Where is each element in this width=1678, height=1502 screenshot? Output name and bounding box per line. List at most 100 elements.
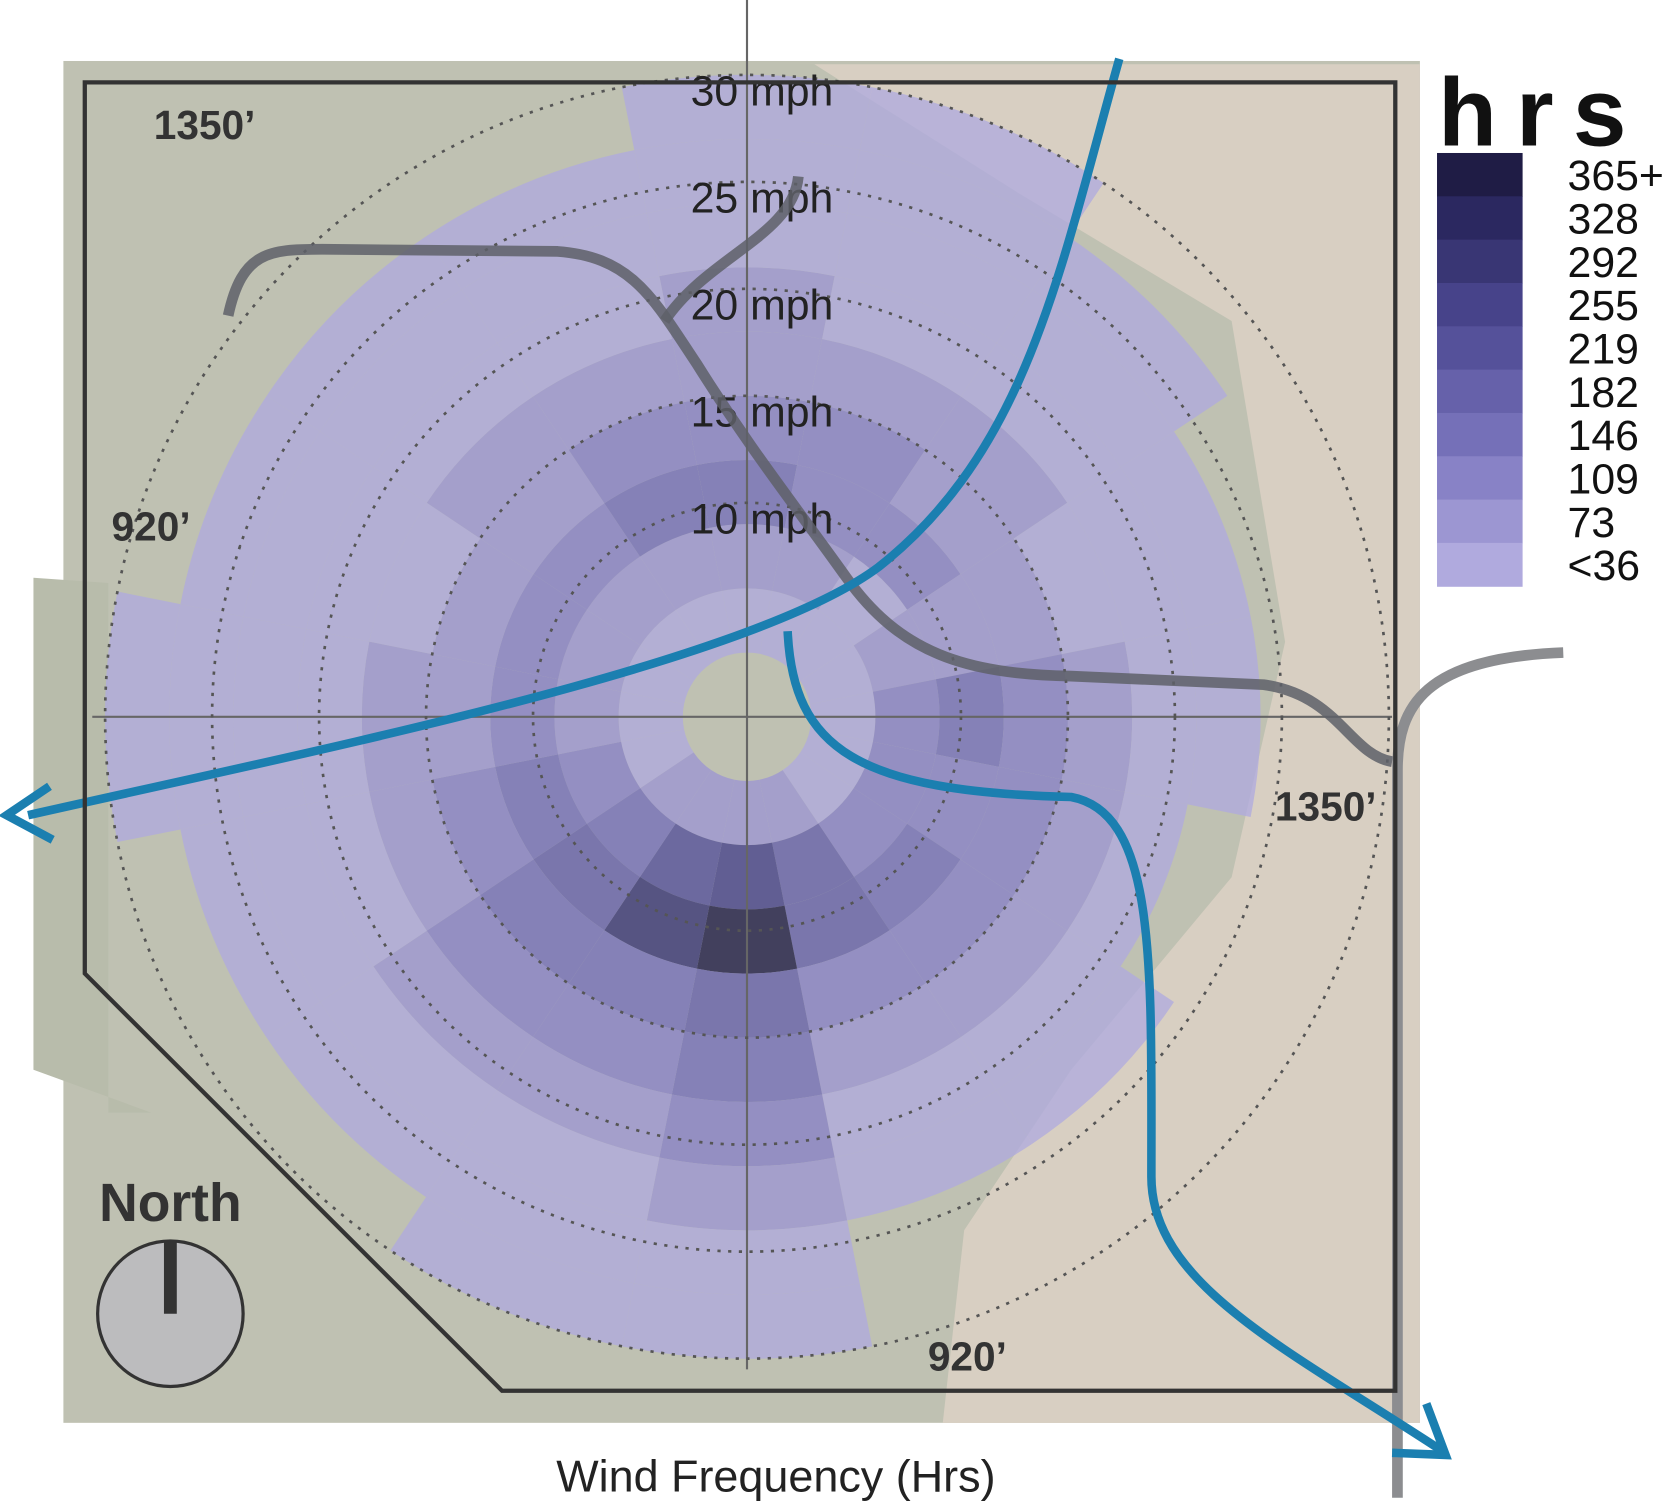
wedge	[809, 983, 961, 1095]
wedge	[847, 150, 1068, 290]
legend-swatch	[1437, 196, 1523, 241]
map-overlay	[0, 57, 1564, 1498]
wedge	[495, 574, 587, 680]
wedge	[558, 741, 641, 824]
r-tick-label: 20 mph	[691, 281, 834, 329]
legend-label: 73	[1568, 499, 1616, 547]
legend-title: hrs	[1438, 59, 1646, 166]
wedge	[568, 401, 697, 504]
wedge	[640, 527, 722, 611]
wedge	[306, 791, 427, 967]
legend-swatch	[1437, 326, 1523, 371]
wedge	[782, 752, 854, 824]
wedge	[772, 527, 854, 611]
wedge	[853, 823, 961, 931]
wedge	[996, 966, 1174, 1144]
wedge	[320, 966, 498, 1144]
r-tick-label: 25 mph	[691, 174, 834, 222]
wedge	[889, 859, 1014, 984]
wedge	[889, 449, 1014, 575]
wedge	[960, 343, 1121, 503]
wedge	[320, 289, 498, 468]
r-tick-label: 30 mph	[691, 67, 834, 115]
legend-label: 146	[1568, 412, 1639, 460]
legend-label: <36	[1568, 542, 1641, 590]
legend-label: 219	[1568, 326, 1639, 374]
wedge	[604, 876, 710, 969]
wedge	[853, 741, 936, 824]
x-axis-label: Wind Frequency (Hrs)	[556, 1450, 995, 1501]
legend-label: 365+	[1568, 152, 1664, 200]
wedge	[426, 895, 569, 1037]
legend-swatch	[1437, 542, 1523, 587]
wedge	[461, 213, 660, 344]
wedge	[568, 930, 697, 1032]
wedge	[480, 449, 605, 575]
wedge	[533, 823, 641, 931]
legend-swatch	[1437, 456, 1523, 501]
wedge	[533, 983, 685, 1095]
wedge	[432, 538, 534, 667]
wedge	[432, 766, 534, 896]
wedge	[859, 87, 1104, 237]
wedge	[822, 276, 997, 397]
distance-label: 1350’	[154, 102, 256, 148]
wedge	[822, 1036, 997, 1158]
wedge	[533, 339, 685, 450]
wedge	[925, 895, 1068, 1037]
wedge	[604, 464, 710, 557]
legend-label: 182	[1568, 369, 1639, 417]
wedge	[461, 1090, 660, 1221]
wedge	[640, 823, 722, 906]
wedge	[853, 609, 936, 692]
wedge	[834, 1090, 1033, 1221]
wedge	[426, 396, 569, 539]
grid-ring	[317, 287, 1177, 1147]
wedge	[266, 236, 462, 432]
wedge	[759, 770, 819, 843]
wedge	[180, 816, 321, 1038]
legend-swatch	[1437, 282, 1523, 327]
wedge	[243, 804, 374, 1003]
wedge	[818, 788, 908, 877]
wedge	[834, 213, 1033, 344]
wedge	[180, 395, 321, 617]
map-labels: 1350’ 920’ 1350’ 920’	[112, 102, 1377, 1379]
distance-label: 920’	[112, 503, 191, 549]
wedge	[369, 502, 481, 655]
grid-ring	[424, 394, 1070, 1040]
wedge	[640, 752, 712, 824]
wedge	[533, 503, 641, 610]
legend-label: 328	[1568, 196, 1639, 244]
legend-label: 255	[1568, 282, 1639, 330]
wedge	[797, 401, 926, 504]
wedge	[772, 823, 854, 906]
legend-swatch	[1437, 412, 1523, 457]
wedge	[243, 431, 374, 630]
wedge	[853, 503, 961, 610]
wedge	[621, 645, 694, 705]
wedge	[797, 930, 926, 1032]
wedge	[784, 876, 890, 969]
wedge	[495, 754, 587, 860]
wedge	[800, 645, 873, 705]
north-indicator: North	[96, 1174, 245, 1389]
wedge	[640, 610, 712, 682]
wedge	[390, 1197, 635, 1347]
wedge	[373, 930, 534, 1091]
legend-swatch	[1437, 369, 1523, 414]
wedge	[800, 729, 873, 789]
legend-label: 292	[1568, 239, 1639, 287]
wedge	[1120, 431, 1251, 630]
wedge	[586, 788, 676, 877]
wedge	[675, 770, 735, 843]
wedge	[621, 729, 694, 789]
wedge	[925, 396, 1068, 539]
legend-swatch	[1437, 152, 1523, 197]
wedge	[960, 538, 1062, 667]
grid-ring	[531, 501, 963, 933]
wedge	[266, 1002, 462, 1198]
